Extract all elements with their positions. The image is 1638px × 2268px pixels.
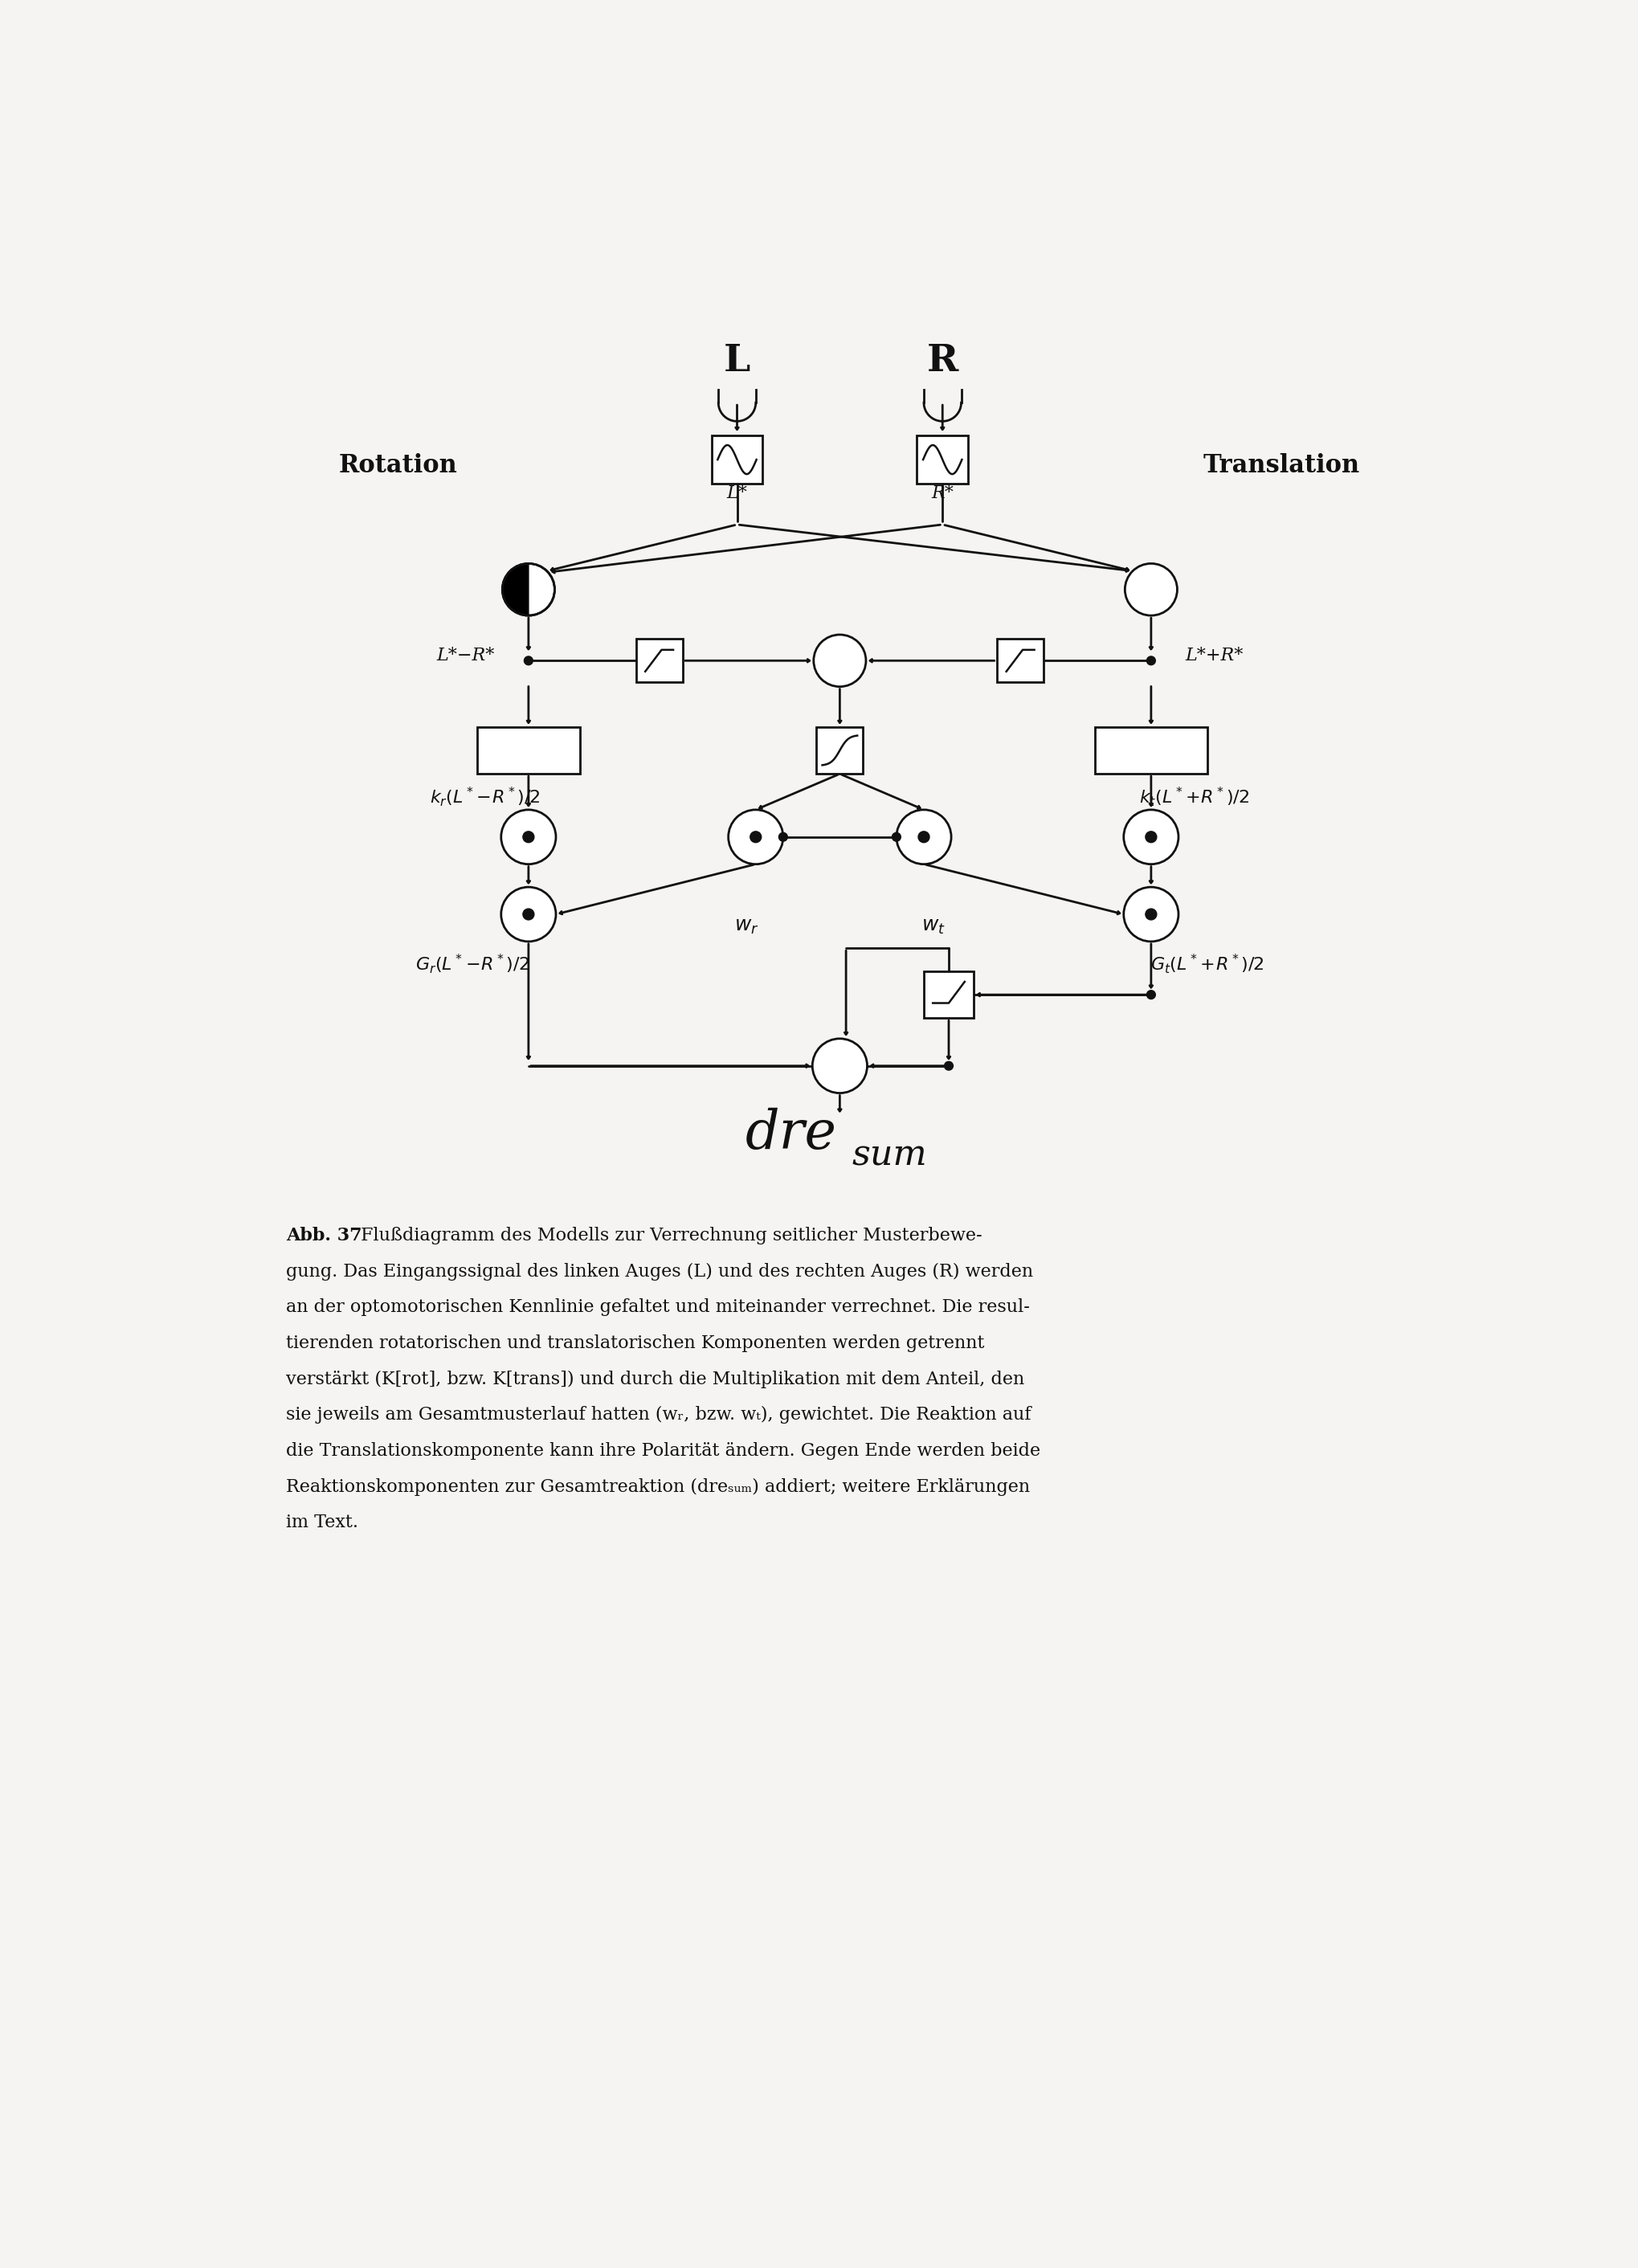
Text: im Text.: im Text. [285,1513,359,1531]
Circle shape [778,832,788,841]
Bar [477,728,580,773]
Text: K(rot): K(rot) [500,742,557,760]
Text: sum: sum [852,1139,927,1173]
Text: tierenden rotatorischen und translatorischen Komponenten werden getrennt: tierenden rotatorischen und translatoris… [285,1334,984,1352]
Text: Rotation: Rotation [339,454,457,479]
Text: R: R [927,342,958,379]
Text: die Translationskomponente kann ihre Polarität ändern. Gegen Ende werden beide: die Translationskomponente kann ihre Pol… [285,1442,1040,1461]
Circle shape [1125,562,1178,615]
Text: R*: R* [932,485,953,503]
Text: $w_r$: $w_r$ [734,916,758,937]
Circle shape [814,635,867,687]
Circle shape [729,810,783,864]
Bar [636,640,683,683]
Circle shape [750,832,762,841]
Bar [1096,728,1207,773]
Circle shape [501,810,555,864]
Circle shape [919,832,929,841]
Circle shape [523,909,534,921]
Circle shape [812,1039,867,1093]
Bar [711,435,763,483]
Text: L: L [724,342,750,379]
Text: Translation: Translation [1204,454,1360,479]
Circle shape [1145,909,1156,921]
Text: Abb. 37: Abb. 37 [285,1227,362,1245]
Circle shape [524,655,532,665]
Circle shape [893,832,901,841]
Text: K(trans): K(trans) [1112,742,1191,760]
Circle shape [1145,832,1156,841]
Text: an der optomotorischen Kennlinie gefaltet und miteinander verrechnet. Die resul-: an der optomotorischen Kennlinie gefalte… [285,1300,1029,1315]
Circle shape [1147,655,1155,665]
Text: gung. Das Eingangssignal des linken Auges (L) und des rechten Auges (R) werden: gung. Das Eingangssignal des linken Auge… [285,1263,1034,1281]
Text: verstärkt (K[rot], bzw. K[trans]) und durch die Multiplikation mit dem Anteil, d: verstärkt (K[rot], bzw. K[trans]) und du… [285,1370,1024,1388]
Circle shape [945,1061,953,1070]
Circle shape [1124,887,1178,941]
Circle shape [1147,991,1155,998]
Circle shape [1124,810,1178,864]
Text: $G_t(L^*\!+\!R^*)/2$: $G_t(L^*\!+\!R^*)/2$ [1150,953,1265,975]
Text: dre: dre [745,1107,837,1161]
Text: Reaktionskomponenten zur Gesamtreaktion (dreₛᵤₘ) addiert; weitere Erklärungen: Reaktionskomponenten zur Gesamtreaktion … [285,1479,1030,1495]
Polygon shape [503,562,529,615]
Circle shape [896,810,952,864]
Bar [998,640,1043,683]
Circle shape [523,832,534,841]
Text: $k_t(L^*\!+\!R^*)/2$: $k_t(L^*\!+\!R^*)/2$ [1140,785,1250,807]
Circle shape [501,887,555,941]
Text: Flußdiagramm des Modells zur Verrechnung seitlicher Musterbewe-: Flußdiagramm des Modells zur Verrechnung… [355,1227,983,1245]
Text: $G_r(L^*\!-\!R^*)/2$: $G_r(L^*\!-\!R^*)/2$ [416,953,529,975]
Bar [924,971,973,1018]
Text: L*: L* [727,485,747,503]
Text: L*−R*: L*−R* [436,646,495,665]
Text: L*+R*: L*+R* [1186,646,1243,665]
Text: sie jeweils am Gesamtmusterlauf hatten (wᵣ, bzw. wₜ), gewichtet. Die Reaktion au: sie jeweils am Gesamtmusterlauf hatten (… [285,1406,1030,1424]
Text: $w_t$: $w_t$ [921,916,945,937]
Bar [917,435,968,483]
Bar [816,728,863,773]
Circle shape [503,562,555,615]
Text: $k_r(L^*\!-\!R^*)/2$: $k_r(L^*\!-\!R^*)/2$ [429,785,541,807]
